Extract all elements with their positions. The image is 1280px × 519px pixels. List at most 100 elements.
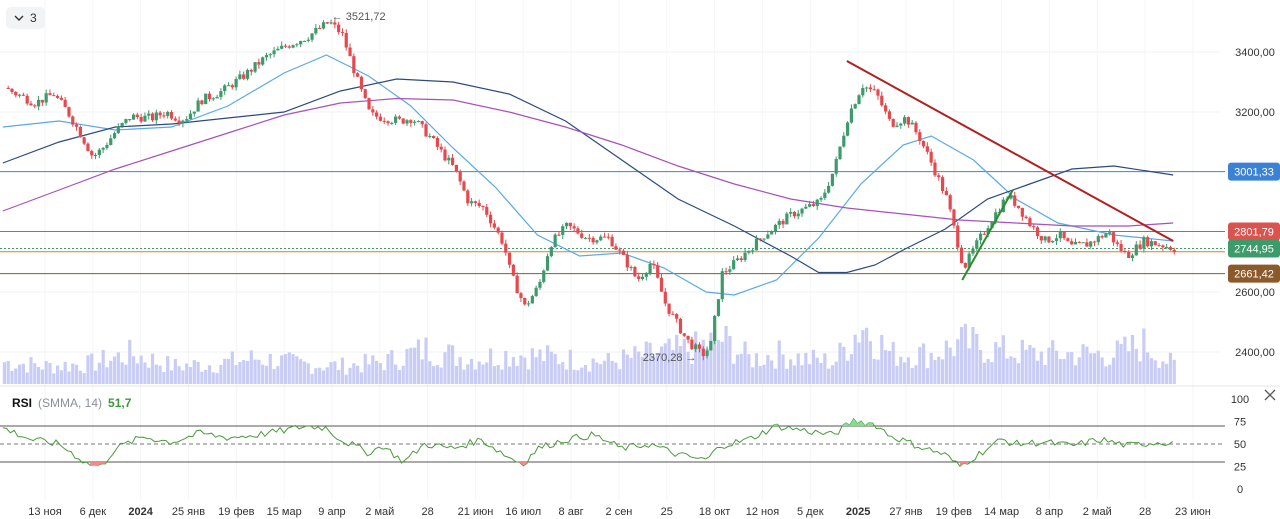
candle-body [792,211,797,217]
candle-body [542,270,546,282]
candle-body [120,122,124,127]
volume-bar [572,369,576,384]
volume-bar [690,363,694,384]
candle-body [823,192,827,198]
candle-body [865,87,869,89]
candle-body [732,260,736,270]
candle-body [1092,241,1097,243]
candle-body [105,144,109,148]
rsi-tick-label: 75 [1234,417,1246,429]
candle-body [815,199,819,206]
volume-bar [177,366,181,384]
candle-body [443,149,447,161]
candle-body [344,32,348,48]
candle-body [219,91,223,97]
volume-bar [55,365,60,384]
volume-bar [929,352,933,384]
time-tick-label: 2 сен [606,506,633,518]
candle-body [678,318,683,334]
candle-body [1130,255,1135,258]
volume-bar [356,365,360,384]
candle-body [663,291,667,304]
close-icon[interactable] [1263,388,1277,402]
volume-bar [621,349,626,384]
volume-bar [397,370,402,384]
volume-bar [1009,356,1013,384]
volume-bar [868,341,873,384]
candle-body [1157,245,1161,247]
candle-body [625,254,629,268]
candle-body [348,47,352,57]
candle-body [610,236,614,247]
candle-body [253,62,257,72]
candle-body [78,126,82,138]
rsi-overbought-fill [853,418,858,426]
volume-bar [257,359,261,384]
candle-body [188,113,193,120]
candle-body [675,314,679,319]
candle-body [280,45,284,49]
volume-bar [580,367,584,384]
candle-body [14,92,18,96]
rsi-tick-label: 100 [1231,394,1249,406]
candle-body [268,54,272,56]
candle-body [808,204,812,207]
candle-body [591,237,595,243]
candle-body [526,303,531,305]
volume-bar [390,350,394,384]
candle-body [485,206,489,215]
volume-bar [268,353,272,384]
candle-body [234,78,238,88]
volume-bar [253,359,257,384]
candle-body [63,99,67,108]
candle-body [633,266,637,277]
candle-body [553,234,557,248]
time-tick-label: 2024 [128,506,153,518]
volume-bar [25,372,29,384]
candle-body [302,40,307,42]
volume-bar [109,360,113,384]
candle-body [1039,236,1043,241]
volume-bar [629,357,633,384]
rsi-legend[interactable]: RSI (SMMA, 14) 51,7 [12,396,131,410]
candle-body [925,146,929,152]
volume-bar [530,348,534,384]
candle-body [564,222,569,227]
candle-body [333,22,337,25]
volume-bar [1066,352,1070,384]
volume-bar [466,364,470,384]
rsi-oversold-fill [519,462,524,466]
candle-body [1123,250,1127,252]
volume-bar [454,365,458,384]
candle-body [131,114,136,120]
volume-bar [1077,357,1081,384]
candle-body [162,115,166,117]
candle-body [671,313,675,315]
candle-body [352,56,356,74]
volume-bar [173,358,177,384]
volume-bar [948,347,952,384]
collapse-indicators-button[interactable]: 3 [6,7,45,29]
candle-body [405,120,409,124]
price-label-badge [1228,264,1280,283]
candle-body [371,109,375,113]
candle-body [804,206,808,209]
volume-bar [492,366,496,384]
candle-body [135,114,139,117]
candle-body [469,201,474,204]
candle-body [754,238,759,251]
candle-body [800,208,804,214]
volume-bar [226,358,231,384]
volume-bar [211,372,215,384]
volume-bar [739,353,743,384]
rsi-oversold-fill [93,462,98,466]
candle-body [629,266,633,268]
volume-bar [496,365,500,384]
candle-body [576,228,580,234]
candle-body [109,138,113,145]
volume-bar [876,359,880,384]
candle-body [71,116,75,125]
candle-body [21,94,25,96]
time-tick-label: 28 [422,506,434,518]
